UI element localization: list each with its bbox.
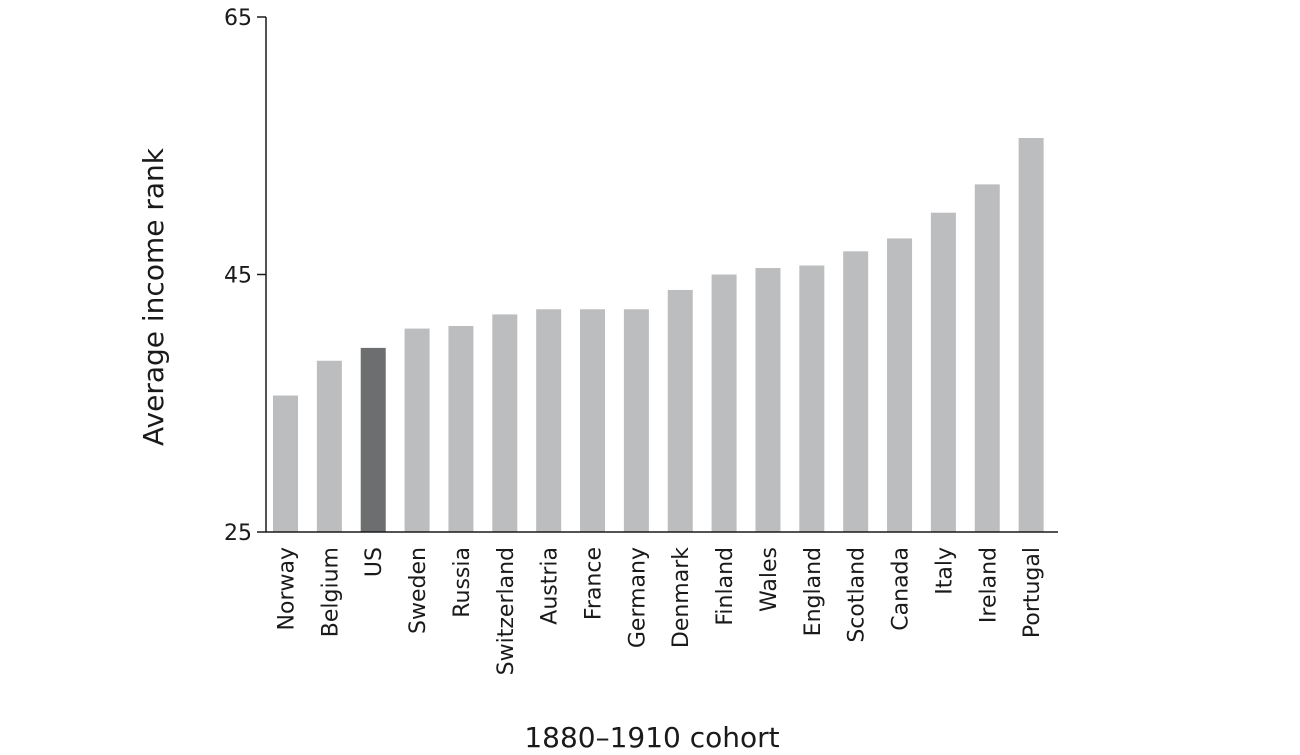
- x-tick-label: Norway: [275, 547, 300, 630]
- bar-wales: [755, 268, 781, 532]
- x-tick-label: Belgium: [318, 547, 343, 637]
- x-tick-label: Canada: [889, 547, 914, 631]
- bar-norway: [273, 395, 298, 532]
- x-axis-title: 1880–1910 cohort: [524, 721, 779, 754]
- y-axis-title: Average income rank: [137, 147, 170, 446]
- x-tick-label: France: [582, 547, 607, 620]
- bar-england: [799, 265, 825, 532]
- bar-us: [360, 347, 386, 532]
- bar-russia: [448, 326, 474, 532]
- x-tick-label: Finland: [713, 547, 738, 626]
- bar-scotland: [843, 251, 869, 532]
- y-tick-label: 65: [224, 6, 252, 31]
- x-axis: Norway Belgium US Sweden Russia Switzerland Au…: [266, 531, 1058, 675]
- bar-austria: [536, 309, 562, 532]
- x-tick-label: Denmark: [669, 547, 694, 648]
- x-tick-label: Wales: [757, 547, 782, 612]
- x-tick-label: England: [801, 547, 826, 636]
- y-axis: 25 45 65: [224, 6, 267, 546]
- x-tick-label: Portugal: [1020, 547, 1045, 638]
- bars-group: [273, 138, 1044, 533]
- y-tick-label: 25: [224, 521, 252, 546]
- x-tick-label: Austria: [538, 547, 563, 625]
- bar-switzerland: [492, 314, 518, 532]
- x-tick-label: Scotland: [845, 547, 870, 643]
- x-tick-label: Switzerland: [494, 547, 519, 675]
- bar-ireland: [974, 184, 1000, 533]
- x-tick-label: US: [362, 547, 387, 577]
- bar-canada: [887, 238, 913, 532]
- bar-denmark: [667, 289, 693, 532]
- bar-italy: [930, 212, 956, 532]
- x-tick-label: Germany: [625, 547, 650, 648]
- y-tick-label: 45: [224, 264, 252, 289]
- x-tick-label: Russia: [450, 547, 475, 618]
- bar-belgium: [316, 360, 342, 532]
- x-tick-label: Ireland: [976, 547, 1001, 623]
- x-tick-label: Italy: [932, 547, 957, 595]
- bar-france: [580, 309, 606, 532]
- bar-portugal: [1018, 138, 1044, 532]
- bar-finland: [711, 274, 737, 532]
- bar-sweden: [404, 328, 430, 532]
- x-tick-label: Sweden: [406, 547, 431, 634]
- bar-germany: [623, 309, 649, 532]
